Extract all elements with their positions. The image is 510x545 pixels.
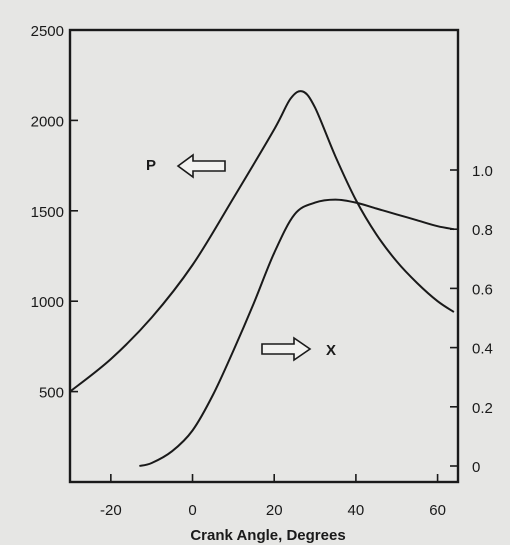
p-arrow-left-icon: [176, 153, 226, 179]
y-tick-label: 1500: [31, 204, 64, 221]
y2-tick-label: 0.6: [472, 281, 493, 298]
x-tick-label: 60: [429, 502, 446, 519]
p-series-label: P: [146, 157, 156, 174]
x-tick-label: -20: [100, 502, 122, 519]
x-axis: -20 0 20 40 60: [100, 474, 446, 519]
y2-tick-label: 1.0: [472, 163, 493, 180]
x-tick-label: 0: [188, 502, 196, 519]
y2-tick-label: 0: [472, 459, 480, 476]
x-axis-title: Crank Angle, Degrees: [190, 527, 345, 544]
y-tick-label: 500: [39, 385, 64, 402]
y2-tick-label: 0.4: [472, 341, 493, 358]
x-tick-label: 40: [348, 502, 365, 519]
pressure-curve: [69, 90, 455, 393]
x-arrow-right-icon: [261, 336, 312, 362]
plot-frame: [68, 28, 460, 484]
mass-fraction-curve: [139, 198, 455, 467]
y-tick-label: 1000: [31, 294, 64, 311]
y2-tick-label: 0.8: [472, 222, 493, 239]
y-tick-label: 2000: [31, 113, 64, 130]
x-series-label: X: [326, 342, 336, 359]
y-tick-label: 2500: [31, 23, 64, 40]
y2-tick-label: 0.2: [472, 400, 493, 417]
x-tick-label: 20: [266, 502, 283, 519]
series-lines: [69, 90, 455, 467]
right-y-axis: 0 0.2 0.4 0.6 0.8 1.0: [450, 163, 493, 476]
